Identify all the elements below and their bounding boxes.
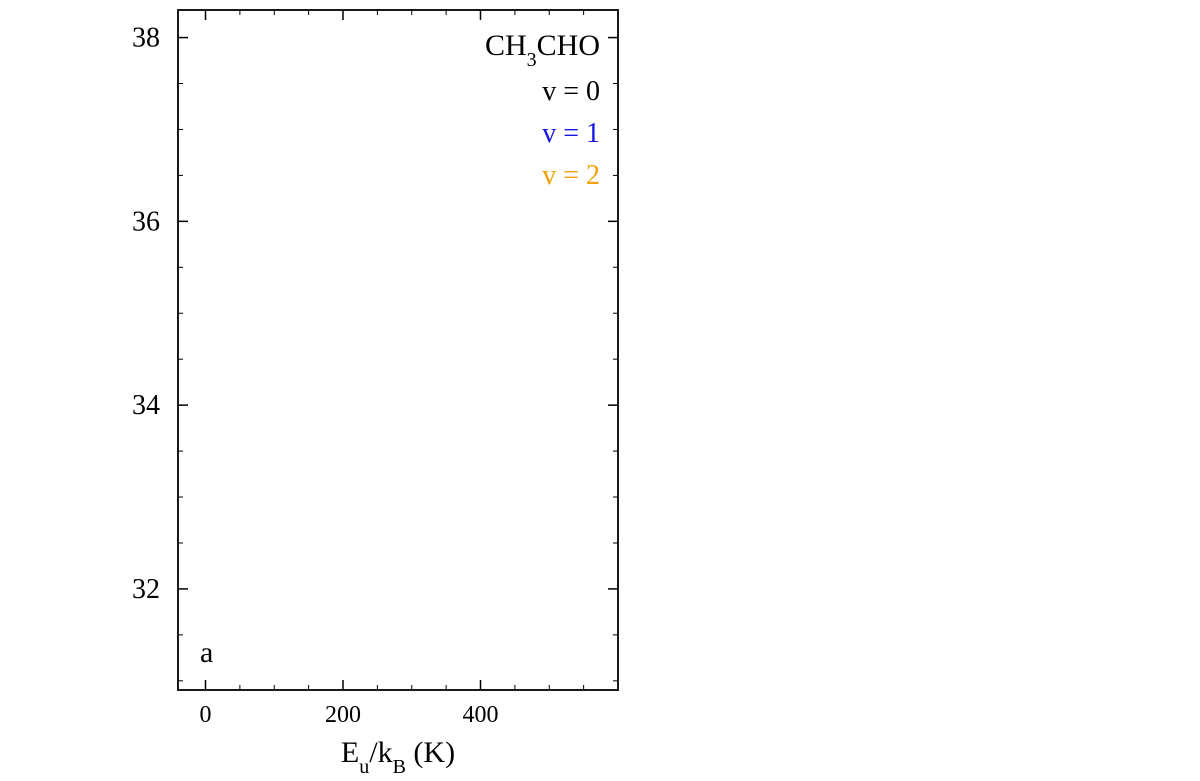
panel-title-label: CH3CHO bbox=[485, 29, 600, 71]
rotational-diagram-figure: 0 200 400 32 34 36 38 Eu/kB (K) a CH3CHO v = 0 v = … bbox=[0, 0, 1200, 781]
svg-text:32: 32 bbox=[132, 574, 160, 605]
panel-border bbox=[178, 10, 618, 690]
panel-a: 0 200 400 32 34 36 38 Eu/kB (K) a CH3CHO v = 0 v = … bbox=[132, 10, 618, 778]
legend-item-0: v = 0 bbox=[542, 76, 600, 107]
x-axis-label: Eu/kB (K) bbox=[341, 736, 455, 778]
panel-letter-label: a bbox=[200, 636, 213, 669]
legend-item-1: v = 1 bbox=[542, 118, 600, 149]
svg-text:0: 0 bbox=[200, 702, 212, 728]
svg-text:34: 34 bbox=[132, 390, 160, 421]
svg-text:36: 36 bbox=[132, 206, 160, 237]
svg-text:200: 200 bbox=[325, 702, 361, 728]
svg-text:38: 38 bbox=[132, 23, 160, 54]
chart-svg: 0 200 400 32 34 36 38 Eu/kB (K) a CH3CHO v = 0 v = … bbox=[0, 0, 1200, 781]
svg-text:400: 400 bbox=[463, 702, 499, 728]
legend-item-2: v = 2 bbox=[542, 160, 600, 191]
